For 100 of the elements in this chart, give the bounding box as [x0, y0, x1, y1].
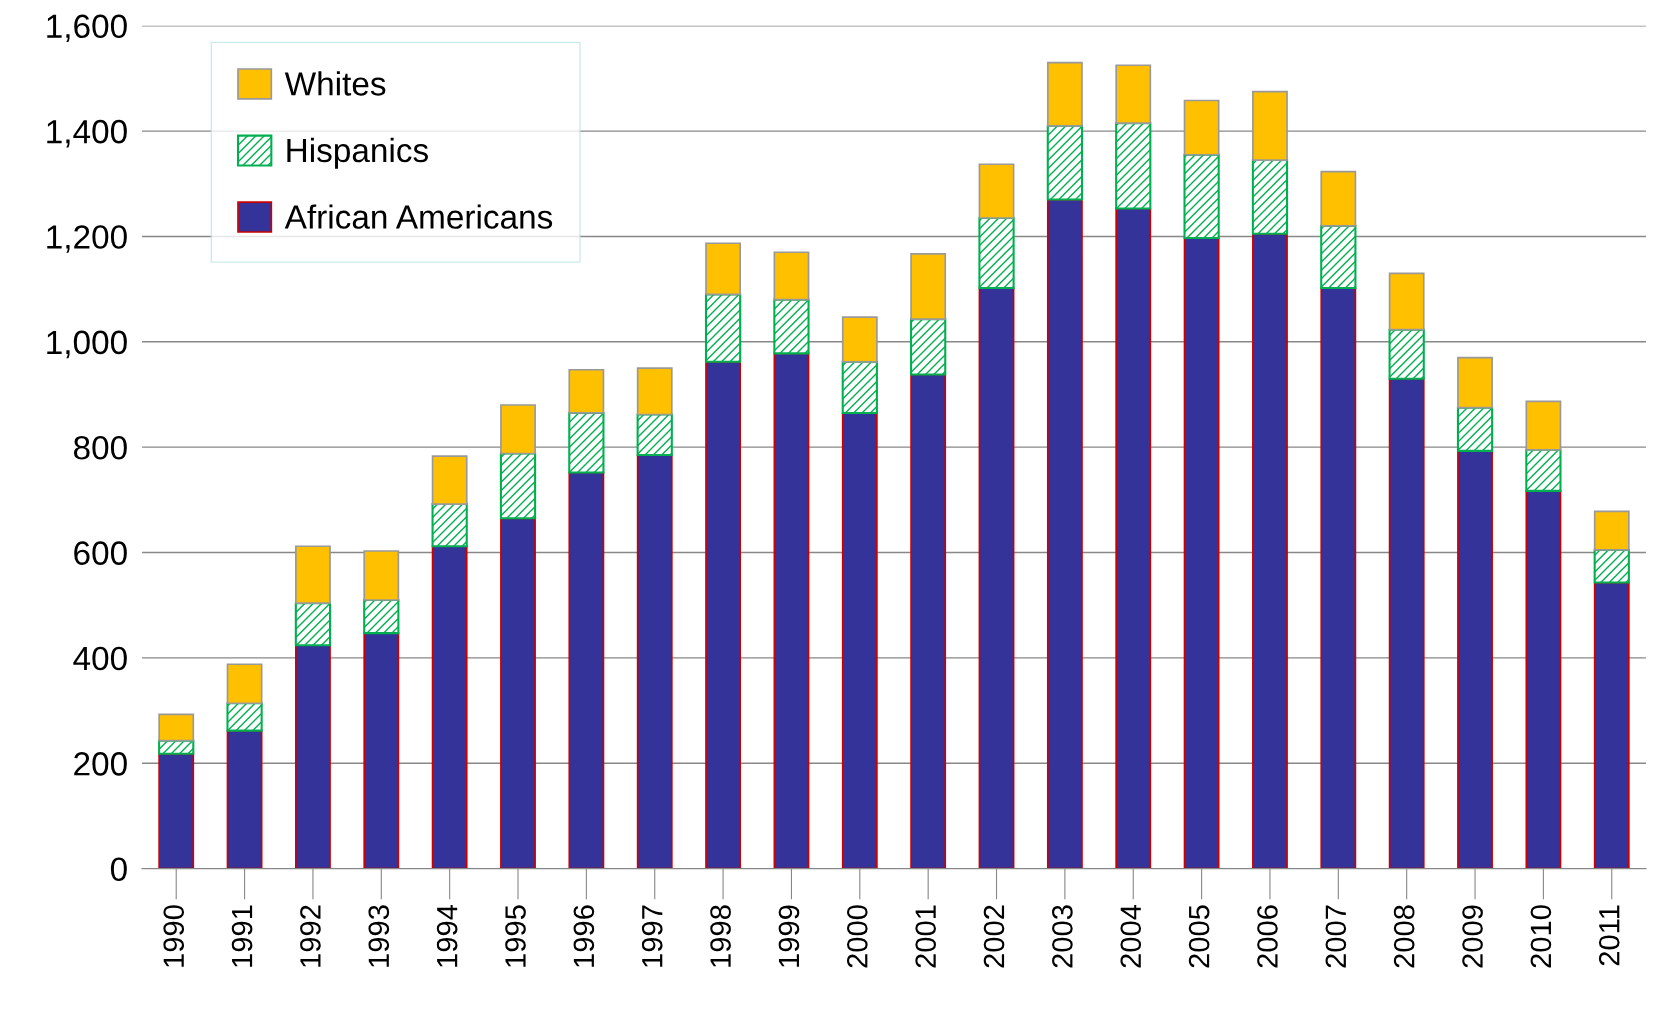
bar: [1593, 510, 1630, 551]
x-tick-label: 1997: [641, 905, 663, 967]
bar: [1457, 450, 1493, 869]
bar: [499, 452, 537, 520]
bar: [226, 702, 263, 732]
bar: [636, 454, 673, 869]
bar: [773, 298, 810, 355]
x-tick-label: 2003: [1052, 905, 1073, 968]
bar: [568, 368, 605, 414]
bar: [1115, 64, 1152, 125]
x-tick-label: 1998: [710, 905, 731, 967]
bar: [910, 252, 947, 320]
x-tick-label: 2004: [1120, 904, 1142, 968]
bar: [1525, 448, 1562, 492]
bar: [773, 251, 810, 301]
x-tick-label: 2001: [915, 905, 936, 968]
bar: [636, 367, 673, 416]
y-tick-label: 600: [74, 541, 127, 565]
bar: [158, 739, 195, 755]
y-tick-label: 1,400: [47, 119, 127, 148]
bar: [431, 545, 468, 869]
bar: [363, 632, 400, 869]
bar: [1251, 159, 1289, 235]
x-tick-label: 2005: [1188, 905, 1210, 968]
x-tick-label: 2000: [846, 905, 868, 968]
y-tick-label: 200: [74, 752, 127, 776]
x-tick-label: 2011: [1598, 905, 1620, 966]
y-tick-label: 0: [110, 857, 127, 882]
bar: [294, 602, 332, 647]
legend-label: Whites: [284, 71, 386, 96]
legend-label: Hispanics: [287, 137, 428, 169]
bar: [500, 404, 536, 455]
bar: [363, 550, 400, 601]
x-tick-label: 2009: [1462, 905, 1483, 968]
y-tick-label: 400: [73, 646, 127, 671]
x-tick-label: 1990: [163, 905, 185, 967]
bar: [226, 663, 263, 705]
bar: [1388, 377, 1425, 869]
bar: [1320, 224, 1357, 290]
x-tick-label: 1996: [573, 905, 595, 967]
bar: [910, 318, 947, 376]
bar: [705, 360, 742, 869]
bar: [1046, 61, 1083, 127]
bar: [431, 503, 468, 548]
x-tick-label: 1994: [436, 904, 458, 967]
bar: [158, 713, 195, 742]
bar: [1183, 153, 1220, 240]
bar: [1525, 490, 1562, 869]
y-tick-label: 1,000: [47, 330, 127, 359]
bar: [978, 216, 1015, 290]
bar: [568, 411, 605, 474]
bar: [636, 413, 673, 457]
bar: [158, 752, 195, 869]
bar: [841, 360, 878, 414]
x-tick-label: 2006: [1257, 905, 1278, 968]
bar: [295, 545, 331, 604]
x-tick-label: 1991: [231, 905, 253, 967]
x-tick-label: 1992: [300, 905, 321, 967]
bar: [1593, 581, 1630, 869]
y-tick-label: 1,600: [47, 14, 127, 43]
y-tick-label: 800: [73, 435, 127, 460]
x-tick-label: 1995: [505, 905, 526, 967]
bar: [1252, 232, 1288, 869]
bar: [1183, 99, 1220, 156]
bar: [1046, 198, 1083, 869]
bar: [1252, 90, 1288, 161]
bar: [363, 598, 400, 635]
bar: [1456, 406, 1494, 452]
x-tick-label: 2010: [1530, 905, 1552, 968]
bar: [1593, 548, 1630, 584]
bar: [705, 242, 742, 296]
bar: [1525, 400, 1562, 451]
bar: [1115, 122, 1152, 210]
bar: [1457, 356, 1493, 409]
bar: [1388, 328, 1425, 380]
bar: [773, 352, 810, 869]
x-tick-label: 1993: [368, 905, 390, 967]
x-tick-label: 2002: [983, 905, 1005, 968]
legend-label: African Americans: [284, 204, 553, 229]
x-tick-label: 2008: [1393, 905, 1415, 968]
bar: [704, 293, 742, 363]
x-tick-label: 1999: [778, 905, 800, 967]
bar: [568, 471, 605, 869]
bar: [1115, 207, 1152, 869]
bar: [1183, 237, 1220, 869]
bar: [841, 316, 878, 363]
bar: [910, 373, 947, 869]
bar: [1388, 272, 1425, 331]
x-tick-label: 2007: [1325, 905, 1347, 968]
bar: [295, 644, 331, 869]
bar: [500, 517, 536, 869]
bar: [978, 163, 1015, 219]
y-tick-label: 1,200: [47, 225, 127, 253]
bar: [1320, 170, 1357, 227]
bar: [1046, 124, 1084, 201]
bar: [978, 287, 1015, 869]
bar: [431, 455, 468, 505]
bar: [1320, 287, 1357, 869]
bar: [226, 729, 263, 869]
bar: [841, 412, 878, 869]
